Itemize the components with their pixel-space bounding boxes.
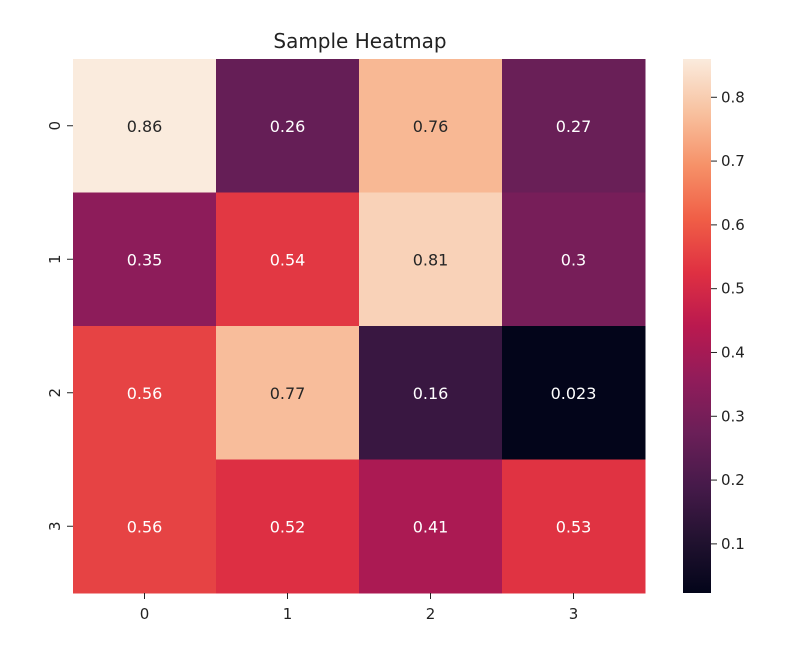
colorbar: 0.1 0.2 0.3 0.4 0.5 0.6 0.7 0.8 xyxy=(683,59,745,593)
y-tick-label: 0 xyxy=(46,121,64,131)
colorbar-tick-label: 0.6 xyxy=(721,216,745,234)
x-tick-label: 0 xyxy=(140,605,150,623)
cell-value-label: 0.27 xyxy=(556,117,592,136)
colorbar-tick-label: 0.1 xyxy=(721,535,745,553)
heatmap-cell xyxy=(73,459,217,594)
colorbar-tick-label: 0.3 xyxy=(721,407,745,425)
cell-value-label: 0.16 xyxy=(413,384,449,403)
heatmap-cell xyxy=(73,59,217,193)
colorbar-tick-label: 0.7 xyxy=(721,152,745,170)
cell-value-label: 0.26 xyxy=(270,117,306,136)
y-tick-label: 1 xyxy=(46,254,64,264)
cell-value-label: 0.54 xyxy=(270,250,306,269)
heatmap-cell xyxy=(359,459,503,594)
colorbar-tick-label: 0.2 xyxy=(721,471,745,489)
heatmap-cell xyxy=(73,326,217,460)
cell-value-label: 0.52 xyxy=(270,517,306,536)
heatmap-cell xyxy=(502,326,646,460)
cell-value-label: 0.3 xyxy=(561,250,586,269)
heatmap-cell xyxy=(502,59,646,193)
heatmap-cell xyxy=(359,59,503,193)
heatmap-cells: 0.86 0.26 0.76 0.27 0.35 0.54 0.81 0.3 0.56 0.77 0… xyxy=(73,59,646,594)
colorbar-tick-label: 0.5 xyxy=(721,280,745,298)
x-tick-label: 2 xyxy=(426,605,436,623)
y-axis: 0 1 2 3 xyxy=(46,121,73,531)
cell-value-label: 0.77 xyxy=(270,384,306,403)
x-tick-label: 1 xyxy=(283,605,293,623)
x-tick-label: 3 xyxy=(569,605,579,623)
colorbar-gradient xyxy=(683,59,711,593)
y-tick-label: 2 xyxy=(46,388,64,398)
cell-value-label: 0.023 xyxy=(551,384,597,403)
heatmap-cell xyxy=(216,326,360,460)
heatmap-cell xyxy=(216,59,360,193)
cell-value-label: 0.35 xyxy=(127,250,163,269)
heatmap-cell xyxy=(73,192,217,327)
colorbar-tick-label: 0.8 xyxy=(721,88,745,106)
y-tick-label: 3 xyxy=(46,521,64,531)
x-axis: 0 1 2 3 xyxy=(140,593,579,623)
cell-value-label: 0.76 xyxy=(413,117,449,136)
heatmap-cell xyxy=(216,459,360,594)
heatmap-cell xyxy=(359,192,503,327)
colorbar-tick-label: 0.4 xyxy=(721,343,745,361)
cell-value-label: 0.53 xyxy=(556,517,592,536)
chart-title: Sample Heatmap xyxy=(273,29,446,53)
cell-value-label: 0.81 xyxy=(413,250,449,269)
cell-value-label: 0.56 xyxy=(127,517,163,536)
cell-value-label: 0.56 xyxy=(127,384,163,403)
heatmap-cell xyxy=(502,192,646,327)
heatmap-cell xyxy=(359,326,503,460)
cell-value-label: 0.86 xyxy=(127,117,163,136)
cell-value-label: 0.41 xyxy=(413,517,449,536)
heatmap-cell xyxy=(502,459,646,594)
heatmap-cell xyxy=(216,192,360,327)
